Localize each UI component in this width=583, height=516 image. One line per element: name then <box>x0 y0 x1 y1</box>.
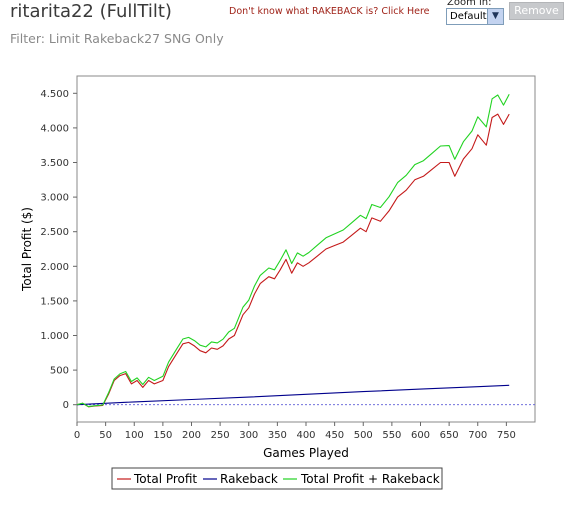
series-group <box>76 94 510 408</box>
x-tick-label: 350 <box>268 430 287 441</box>
x-tick-label: 300 <box>239 430 258 441</box>
y-tick-label: 4.000 <box>40 123 69 134</box>
series-line-total-plus-rakeback <box>76 94 510 408</box>
x-tick-label: 50 <box>99 430 112 441</box>
remove-button[interactable]: Remove <box>509 2 564 20</box>
y-tick-label: 4.500 <box>40 89 69 100</box>
y-tick-label: 1.000 <box>40 331 69 342</box>
y-tick-label: 500 <box>50 366 69 377</box>
y-axis: 0 500 1.000 1.500 2.000 2.500 3.000 3.500 4.000 4… <box>40 89 77 411</box>
x-tick-label: 500 <box>354 430 373 441</box>
series-line-rakeback <box>76 384 510 406</box>
x-tick-label: 400 <box>296 430 315 441</box>
legend-label-total-plus-rakeback: Total Profit + Rakeback <box>300 472 440 486</box>
x-tick-label: 200 <box>182 430 201 441</box>
x-tick-label: 150 <box>153 430 172 441</box>
x-tick-label: 750 <box>497 430 516 441</box>
x-tick-label: 250 <box>211 430 230 441</box>
y-tick-label: 2.500 <box>40 227 69 238</box>
x-tick-label: 100 <box>125 430 144 441</box>
y-tick-label: 3.000 <box>40 193 69 204</box>
y-tick-label: 1.500 <box>40 296 69 307</box>
x-tick-label: 600 <box>411 430 430 441</box>
x-tick-label: 550 <box>382 430 401 441</box>
legend-label-total-profit: Total Profit <box>133 472 197 486</box>
x-tick-label: 0 <box>74 430 80 441</box>
zoom-select[interactable]: Default ▼ <box>446 8 504 25</box>
series-line-total-profit <box>76 113 510 408</box>
y-tick-label: 0 <box>63 400 69 411</box>
page-title: ritarita22 (FullTilt) <box>10 1 172 22</box>
x-tick-label: 450 <box>325 430 344 441</box>
chevron-down-icon[interactable]: ▼ <box>487 9 503 24</box>
legend: Total Profit Rakeback Total Profit + Rak… <box>111 467 443 490</box>
plot-area <box>76 75 536 423</box>
filter-label: Filter: Limit Rakeback27 SNG Only <box>10 31 224 46</box>
zoom-label: Zoom in: <box>447 0 492 8</box>
x-axis: 0 50 100 150 200 250 300 350 400 450 500 550 600 650 7… <box>74 422 516 441</box>
y-tick-label: 3.500 <box>40 158 69 169</box>
zoom-select-value: Default <box>450 11 487 22</box>
y-axis-title: Total Profit ($) <box>20 207 34 292</box>
legend-label-rakeback: Rakeback <box>220 472 278 486</box>
legend-box <box>111 467 443 490</box>
x-axis-title: Games Played <box>263 446 349 460</box>
x-tick-label: 650 <box>440 430 459 441</box>
rakeback-info-link[interactable]: Don't know what RAKEBACK is? Click Here <box>229 6 430 17</box>
x-tick-label: 700 <box>468 430 487 441</box>
y-tick-label: 2.000 <box>40 262 69 273</box>
